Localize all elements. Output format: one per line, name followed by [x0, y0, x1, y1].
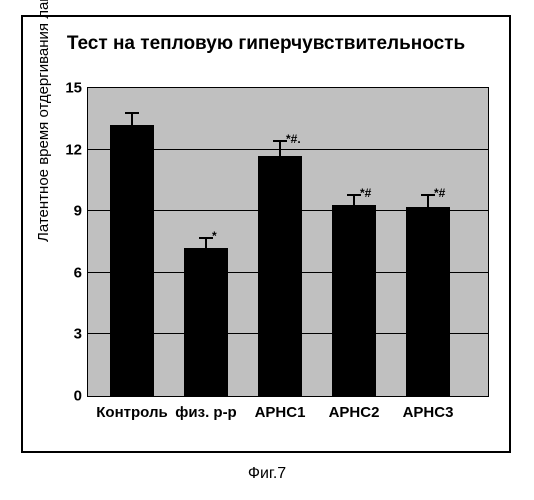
y-tick-label: 0: [74, 388, 82, 405]
error-cap: [421, 194, 435, 196]
error-bar: [279, 141, 281, 155]
error-cap: [125, 112, 139, 114]
chart-title: Тест на тепловую гиперчувствительность: [23, 33, 509, 55]
x-tick-label: APHC1: [255, 404, 306, 421]
plot-area: 03691215Контроль*физ. р-р*#.APHC1*#APHC2…: [87, 87, 489, 397]
y-axis-label: Латентное время отдергивания лапы, с: [35, 0, 52, 242]
significance-marker: *#.: [286, 132, 301, 146]
error-cap: [273, 140, 287, 142]
y-tick-label: 12: [65, 141, 82, 158]
error-cap: [199, 237, 213, 239]
chart-frame: Тест на тепловую гиперчувствительность Л…: [21, 15, 511, 453]
x-tick-label: Контроль: [96, 404, 167, 421]
bar: [258, 156, 302, 396]
x-tick-label: физ. р-р: [175, 404, 236, 421]
y-tick-label: 3: [74, 326, 82, 343]
significance-marker: *#: [434, 186, 445, 200]
error-bar: [353, 195, 355, 205]
y-tick-label: 15: [65, 80, 82, 97]
bar: [406, 207, 450, 396]
x-tick-label: APHC2: [329, 404, 380, 421]
bar: [184, 248, 228, 396]
y-tick-label: 9: [74, 203, 82, 220]
error-cap: [347, 194, 361, 196]
error-bar: [131, 113, 133, 125]
significance-marker: *#: [360, 186, 371, 200]
figure-caption: Фиг.7: [0, 465, 534, 483]
bar: [332, 205, 376, 396]
y-tick-label: 6: [74, 264, 82, 281]
error-bar: [427, 195, 429, 207]
significance-marker: *: [212, 229, 217, 243]
x-tick-label: APHC3: [403, 404, 454, 421]
error-bar: [205, 238, 207, 248]
bar: [110, 125, 154, 396]
